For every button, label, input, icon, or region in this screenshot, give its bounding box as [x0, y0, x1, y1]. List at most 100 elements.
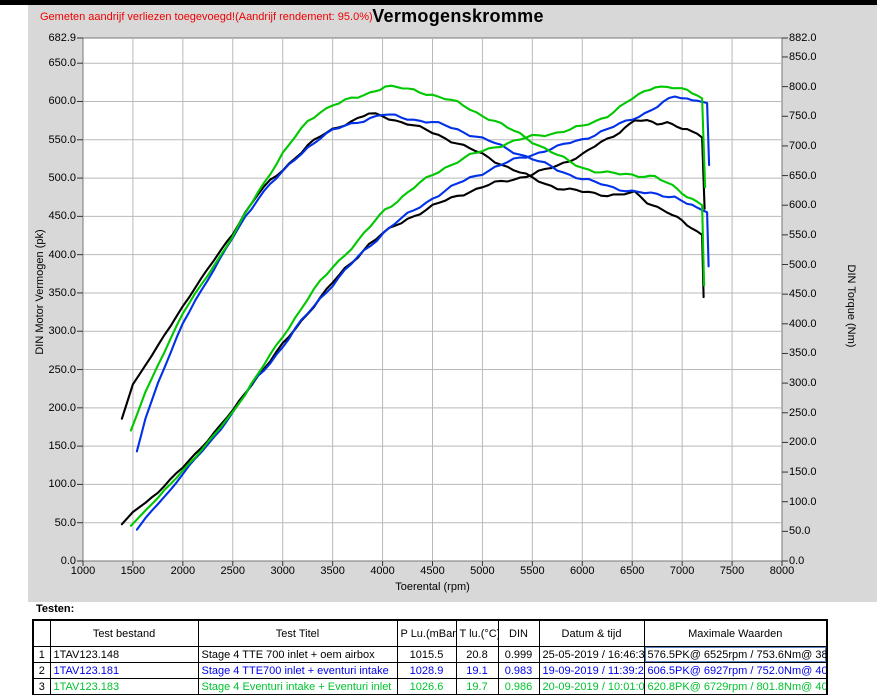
- y-right-tick-label: 700.0: [789, 139, 817, 152]
- y-left-tick-label: 100.0: [48, 478, 76, 491]
- x-tick-label: 2500: [220, 565, 246, 577]
- y-right-tick-label: 550.0: [789, 228, 817, 241]
- y-left-tick-label: 250.0: [48, 363, 76, 376]
- y-left-tick-label: 450.0: [48, 210, 76, 223]
- dyno-chart: [77, 37, 788, 566]
- y-right-tick-label: 450.0: [789, 288, 817, 301]
- y-right-tick-label: 100.0: [789, 495, 817, 508]
- y-right-tick-label: 800.0: [789, 80, 817, 93]
- y-right-tick-label: 250.0: [789, 406, 817, 419]
- table-header-row: Test bestand Test Titel P Lu.(mBar) T lu.(°…: [32, 619, 828, 647]
- max-values: 576.5PK@ 6525rpm / 753.6Nm@ 3863rpm: [643, 646, 828, 663]
- y-left-tick-label: 682.9: [48, 32, 76, 44]
- test-title: Stage 4 TTE700 inlet + eventuri intake: [197, 662, 398, 679]
- x-tick-label: 2000: [170, 565, 196, 577]
- x-tick-label: 7500: [719, 565, 745, 577]
- table-header: Test bestand Test Titel P Lu.(mBar) T lu.(°…: [32, 619, 828, 647]
- curve-1tav123-183-vermogen-pk-: [129, 85, 707, 527]
- tests-table: Test bestand Test Titel P Lu.(mBar) T lu.(°…: [32, 619, 828, 695]
- x-tick-label: 4000: [370, 565, 395, 577]
- column-header-P Lu.(mBar): P Lu.(mBar): [396, 619, 457, 647]
- row-number: 3: [32, 678, 51, 695]
- y-right-tick-label: 650.0: [789, 169, 817, 182]
- x-tick-label: 6000: [570, 565, 595, 577]
- column-header-Test bestand: Test bestand: [49, 619, 199, 647]
- din-factor: 0.986: [497, 678, 540, 695]
- y-right-tick-label: 50.0: [789, 525, 811, 538]
- max-values: 606.5PK@ 6927rpm / 752.0Nm@ 4010rpm: [643, 662, 828, 679]
- test-row-1TAV123.148: 1 1TAV123.148 Stage 4 TTE 700 inlet + oem …: [32, 646, 828, 663]
- x-tick-label: 1500: [120, 565, 146, 577]
- top-border-bar: [0, 0, 877, 5]
- temperature: 19.7: [455, 678, 499, 695]
- y-left-tick-label: 300.0: [48, 325, 76, 338]
- x-tick-label: 3500: [320, 565, 345, 577]
- test-file: 1TAV123.148: [49, 646, 199, 663]
- y-right-tick-label: 150.0: [789, 466, 817, 479]
- table-body: 1 1TAV123.148 Stage 4 TTE 700 inlet + oem …: [32, 646, 828, 695]
- date-time: 19-09-2019 / 11:39:20: [538, 662, 645, 679]
- y-right-tick-label: 750.0: [789, 110, 817, 123]
- x-tick-label: 5000: [470, 565, 495, 577]
- curve-1tav123-183-koppel-nm-: [129, 84, 706, 432]
- y-left-tick-label: 150.0: [48, 440, 76, 453]
- y-left-tick-label: 50.0: [54, 516, 76, 529]
- y-right-tick-label: 882.0: [789, 32, 817, 44]
- y-right-tick-label: 0.0: [789, 555, 805, 567]
- x-tick-label: 7000: [669, 565, 695, 577]
- test-title: Stage 4 Eventuri intake + Eventuri inlet: [197, 678, 398, 695]
- tests-section-label: Testen:: [36, 603, 75, 615]
- y-left-tick-label: 650.0: [48, 57, 76, 70]
- right-axis-title: DIN Torque (Nm): [845, 264, 857, 348]
- row-number: 2: [32, 662, 51, 679]
- x-tick-label: 8000: [769, 565, 795, 577]
- max-values: 620.8PK@ 6729rpm / 801.8Nm@ 4025rpm: [643, 678, 828, 695]
- temperature: 20.8: [455, 646, 499, 663]
- chart-title: Vermogenskromme: [372, 6, 544, 26]
- y-right-tick-label: 350.0: [789, 347, 817, 360]
- column-header-num: [32, 619, 51, 647]
- y-right-tick-label: 600.0: [789, 199, 817, 212]
- date-time: 25-05-2019 / 16:46:36: [538, 646, 645, 663]
- y-left-tick-label: 400.0: [48, 248, 76, 261]
- temperature: 19.1: [455, 662, 499, 679]
- curve-1tav123-148-vermogen-pk-: [120, 119, 706, 526]
- test-title: Stage 4 TTE 700 inlet + oem airbox: [197, 646, 398, 663]
- y-right-tick-label: 400.0: [789, 317, 817, 330]
- test-row-1TAV123.181: 2 1TAV123.181 Stage 4 TTE700 inlet + event…: [32, 662, 828, 679]
- test-file: 1TAV123.183: [49, 678, 199, 695]
- date-time: 20-09-2019 / 10:01:08: [538, 678, 645, 695]
- x-tick-label: 6500: [619, 565, 645, 577]
- y-left-tick-label: 0.0: [60, 555, 76, 567]
- y-right-tick-label: 200.0: [789, 436, 817, 449]
- curve-1tav123-148-koppel-nm-: [120, 112, 705, 420]
- y-left-tick-label: 500.0: [48, 172, 76, 185]
- y-left-tick-label: 200.0: [48, 401, 76, 414]
- y-left-tick-label: 600.0: [48, 95, 76, 108]
- din-factor: 0.983: [497, 662, 540, 679]
- y-right-tick-label: 300.0: [789, 377, 817, 390]
- column-header-Maximale Waarden: Maximale Waarden: [643, 619, 828, 647]
- column-header-T lu.(°C): T lu.(°C): [455, 619, 499, 647]
- din-factor: 0.999: [497, 646, 540, 663]
- test-row-1TAV123.183: 3 1TAV123.183 Stage 4 Eventuri intake + Ev…: [32, 678, 828, 695]
- y-left-tick-label: 350.0: [48, 286, 76, 299]
- y-left-tick-label: 550.0: [48, 133, 76, 146]
- pressure: 1015.5: [396, 646, 457, 663]
- column-header-DIN: DIN: [497, 619, 540, 647]
- x-tick-label: 4500: [420, 565, 445, 577]
- column-header-Datum & tijd: Datum & tijd: [538, 619, 645, 647]
- test-file: 1TAV123.181: [49, 662, 199, 679]
- pressure: 1026.6: [396, 678, 457, 695]
- x-tick-label: 1000: [70, 565, 96, 577]
- x-tick-label: 3000: [270, 565, 295, 577]
- row-number: 1: [32, 646, 51, 663]
- y-right-tick-label: 850.0: [789, 50, 817, 63]
- drivetrain-loss-annotation: Gemeten aandrijf verliezen toegevoegd!(A…: [40, 11, 373, 23]
- x-tick-label: 5500: [520, 565, 545, 577]
- column-header-Test Titel: Test Titel: [197, 619, 398, 647]
- y-right-tick-label: 500.0: [789, 258, 817, 271]
- pressure: 1028.9: [396, 662, 457, 679]
- x-axis-title: Toerental (rpm): [395, 581, 470, 593]
